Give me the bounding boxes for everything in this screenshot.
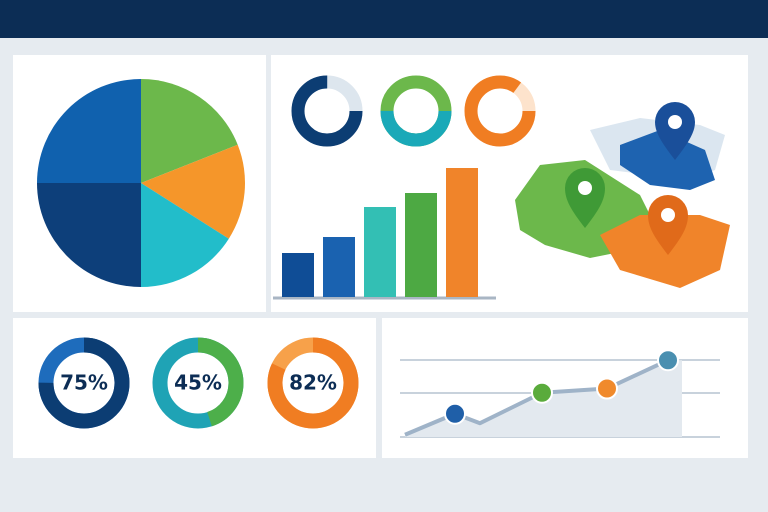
map-pin	[655, 102, 695, 160]
donut-arc	[152, 337, 244, 429]
line-marker	[657, 349, 679, 372]
map-pin-dot	[578, 181, 592, 195]
pie-slice	[141, 79, 238, 183]
bar	[446, 168, 478, 297]
map	[515, 102, 730, 288]
pie-slice	[141, 144, 245, 239]
bar	[405, 193, 437, 297]
donut-arc	[380, 75, 452, 147]
pie-slice	[37, 183, 141, 287]
bar	[323, 237, 355, 297]
map-pin	[648, 195, 688, 255]
donut-arc	[464, 75, 536, 147]
line-marker	[596, 377, 618, 400]
header-bar	[0, 0, 768, 38]
donut-label: 45%	[174, 371, 222, 395]
map-pin-dot	[668, 115, 682, 129]
map-pin	[565, 168, 605, 228]
map-pin-dot	[661, 208, 675, 222]
donut-arc	[291, 75, 363, 147]
bar	[282, 253, 314, 297]
donut-label: 75%	[60, 371, 108, 395]
map-region	[600, 215, 730, 288]
donut-arc	[267, 337, 359, 429]
bar	[364, 207, 396, 297]
donut-arc	[38, 337, 130, 429]
pie-slice	[37, 79, 141, 183]
line-marker	[444, 402, 466, 425]
pie-slice	[141, 183, 229, 287]
donut-label: 82%	[289, 371, 337, 395]
map-region	[620, 130, 715, 190]
line-marker	[531, 381, 553, 404]
